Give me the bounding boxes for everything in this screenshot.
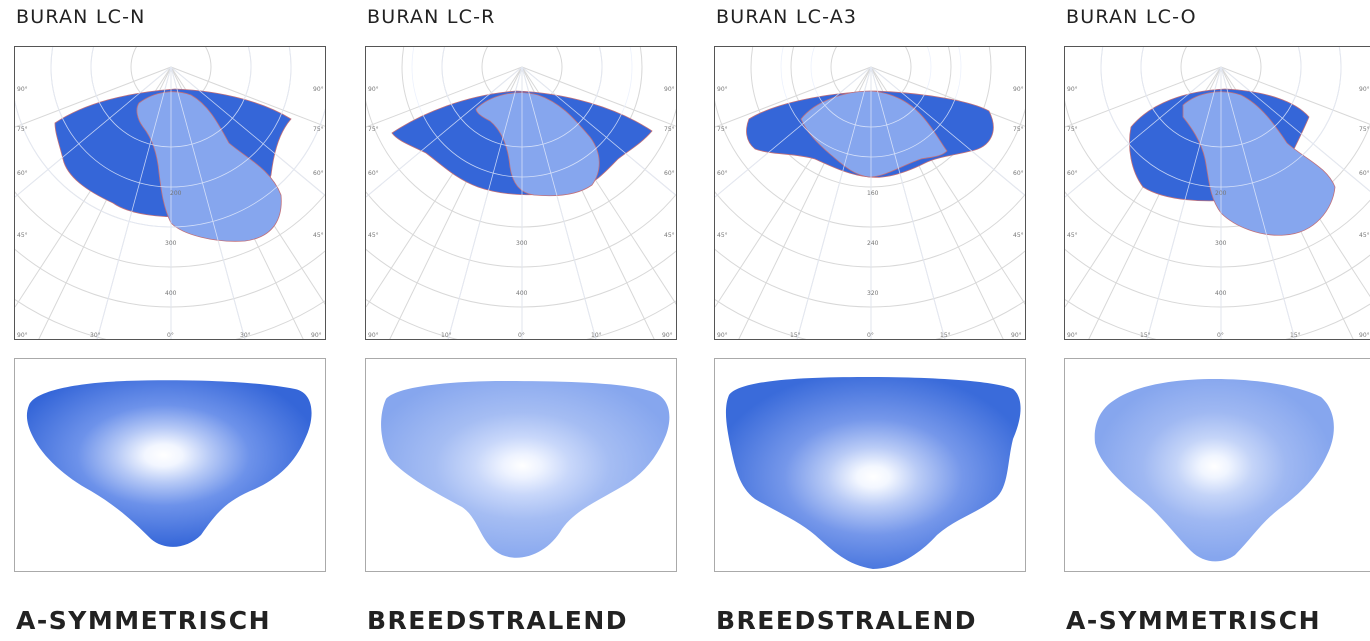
tick-label: 60° <box>1067 170 1078 177</box>
tick-label: 90° <box>664 86 675 93</box>
tick-label: 90° <box>311 332 322 339</box>
tick-label: 45° <box>368 232 379 239</box>
tick-label: 0° <box>518 332 525 339</box>
tick-label: 30° <box>240 332 251 339</box>
tick-label: 90° <box>1013 86 1024 93</box>
tick-label: 75° <box>664 126 675 133</box>
tick-label: 75° <box>368 126 379 133</box>
light-spread <box>26 380 312 547</box>
tick-label: 15° <box>790 332 801 339</box>
tick-label: 90° <box>368 86 379 93</box>
tick-label: 90° <box>1359 86 1370 93</box>
ring-label: 300 <box>1215 240 1227 247</box>
tick-label: 45° <box>1359 232 1370 239</box>
tick-label: 90° <box>1359 332 1370 339</box>
tick-label: 75° <box>17 126 28 133</box>
ring-label: 400 <box>1215 290 1227 297</box>
product-name: BURAN LC-R <box>367 6 496 28</box>
ring-label: 300 <box>516 240 528 247</box>
ring-label: 320 <box>867 290 879 297</box>
light-spread <box>381 381 670 558</box>
tick-label: 45° <box>17 232 28 239</box>
tick-label: 45° <box>1013 232 1024 239</box>
ring-label: 160 <box>867 190 879 197</box>
tick-label: 0° <box>1217 332 1224 339</box>
tick-label: 0° <box>167 332 174 339</box>
beam-overlay-grid <box>366 47 676 339</box>
beam-overlay-grid <box>715 47 1025 339</box>
product-column: BURAN LC-O 200 300 <box>1064 0 1370 641</box>
ring-label: 240 <box>867 240 879 247</box>
isolux-diagram <box>365 358 677 572</box>
product-name: BURAN LC-O <box>1066 6 1197 28</box>
tick-label: 60° <box>17 170 28 177</box>
ring-label: 400 <box>516 290 528 297</box>
distribution-type: A-SYMMETRISCH <box>16 606 272 635</box>
tick-label: 90° <box>1011 332 1022 339</box>
tick-label: 75° <box>717 126 728 133</box>
tick-label: 30° <box>90 332 101 339</box>
tick-label: 60° <box>368 170 379 177</box>
tick-label: 90° <box>717 332 728 339</box>
tick-label: 90° <box>717 86 728 93</box>
tick-label: 90° <box>313 86 324 93</box>
tick-label: 45° <box>313 232 324 239</box>
beam-light <box>1182 91 1336 236</box>
product-name: BURAN LC-N <box>16 6 146 28</box>
polar-diagram: 200 300 400 90° 30° 0° 30° 90° 90° 75° 6… <box>14 46 326 340</box>
tick-label: 10° <box>591 332 602 339</box>
distribution-type: BREEDSTRALEND <box>716 606 978 635</box>
product-column: BURAN LC-A3 160 240 <box>714 0 1030 641</box>
tick-label: 15° <box>1140 332 1151 339</box>
tick-label: 90° <box>1067 86 1078 93</box>
distribution-type: BREEDSTRALEND <box>367 606 629 635</box>
isolux-diagram <box>1064 358 1370 572</box>
beam-overlay-grid <box>15 47 325 339</box>
tick-label: 75° <box>1013 126 1024 133</box>
tick-label: 15° <box>940 332 951 339</box>
product-column: BURAN LC-N 200 300 <box>14 0 330 641</box>
tick-label: 75° <box>1067 126 1078 133</box>
tick-label: 75° <box>1359 126 1370 133</box>
polar-diagram: 300 400 90° 10° 0° 10° 90° 90° 75° 60° 4… <box>365 46 677 340</box>
light-spread <box>1094 379 1334 562</box>
tick-label: 90° <box>17 332 28 339</box>
beam-light <box>136 91 282 242</box>
tick-label: 90° <box>1067 332 1078 339</box>
tick-label: 45° <box>1067 232 1078 239</box>
ring-label: 200 <box>1215 190 1227 197</box>
ring-label: 400 <box>165 290 177 297</box>
isolux-diagram <box>714 358 1026 572</box>
tick-label: 15° <box>1290 332 1301 339</box>
tick-label: 60° <box>664 170 675 177</box>
tick-label: 90° <box>17 86 28 93</box>
polar-diagram: 160 240 320 90° 15° 0° 15° 90° 90° 75° 6… <box>714 46 1026 340</box>
tick-label: 60° <box>717 170 728 177</box>
tick-label: 90° <box>662 332 673 339</box>
tick-label: 60° <box>1359 170 1370 177</box>
tick-label: 75° <box>313 126 324 133</box>
tick-label: 45° <box>717 232 728 239</box>
tick-label: 90° <box>368 332 379 339</box>
light-spread <box>725 377 1021 569</box>
polar-diagram: 200 300 400 90° 15° 0° 15° 90° 90° 75° 6… <box>1064 46 1370 340</box>
tick-label: 60° <box>1013 170 1024 177</box>
beam-light <box>475 92 600 197</box>
tick-label: 10° <box>441 332 452 339</box>
isolux-diagram <box>14 358 326 572</box>
beam-overlay-grid <box>1065 47 1370 339</box>
ring-label: 200 <box>170 190 182 197</box>
ring-label: 300 <box>165 240 177 247</box>
tick-label: 0° <box>867 332 874 339</box>
tick-label: 45° <box>664 232 675 239</box>
distribution-type: A-SYMMETRISCH <box>1066 606 1322 635</box>
tick-label: 60° <box>313 170 324 177</box>
product-column: BURAN LC-R 300 400 <box>365 0 681 641</box>
product-name: BURAN LC-A3 <box>716 6 858 28</box>
